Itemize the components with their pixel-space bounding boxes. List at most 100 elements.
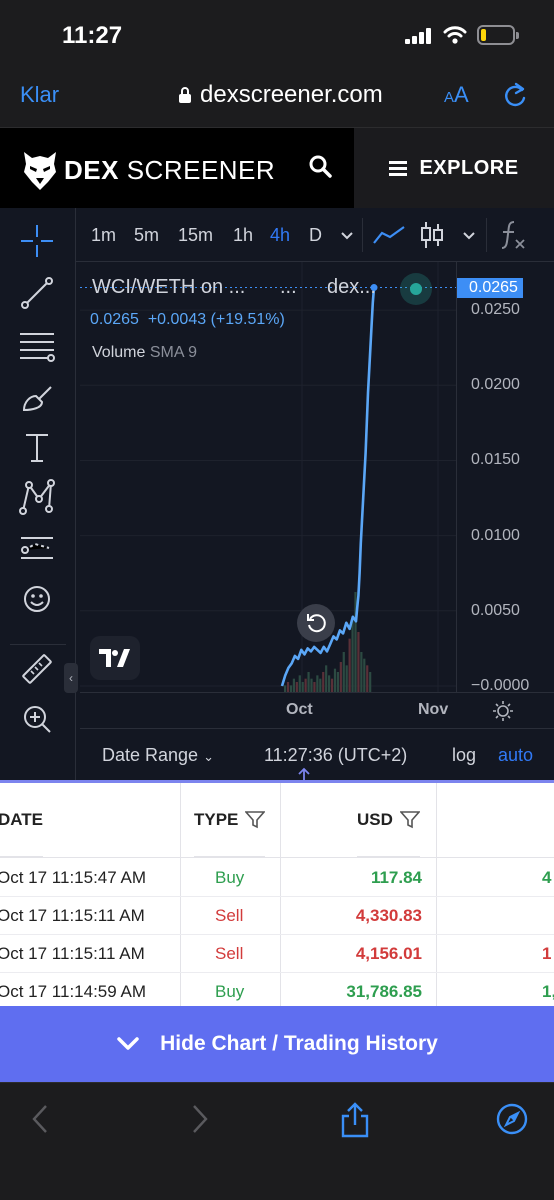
- price-tick-label: 0.0150: [471, 451, 520, 469]
- volume-bar: [357, 632, 360, 692]
- search-icon[interactable]: [308, 154, 334, 180]
- battery-icon: [477, 25, 519, 45]
- ruler-icon[interactable]: [18, 650, 56, 688]
- volume-bar: [319, 678, 322, 692]
- back-icon[interactable]: [30, 1103, 50, 1135]
- volume-bar: [310, 678, 313, 692]
- table-row[interactable]: Oct 17 11:15:11 AM Sell 4,156.01 1: [0, 935, 554, 973]
- time-tick-label: Oct: [286, 701, 313, 718]
- volume-bar: [342, 652, 345, 692]
- forecast-icon[interactable]: [18, 530, 56, 568]
- trade-usd: 31,786.85: [346, 982, 422, 1001]
- eagle-logo-icon[interactable]: [22, 150, 58, 192]
- chevron-down-icon: ⌄: [203, 749, 214, 764]
- emoji-icon[interactable]: [18, 580, 56, 618]
- column-header-date[interactable]: DATE: [0, 783, 44, 857]
- candles-icon[interactable]: [420, 220, 444, 250]
- browser-toolbar: [0, 1082, 554, 1200]
- volume-indicator-label[interactable]: Volume SMA 9: [92, 344, 197, 361]
- cellular-signal-icon: [405, 28, 431, 44]
- legend-separator: ...: [280, 276, 297, 298]
- filter-icon[interactable]: [245, 810, 266, 829]
- forward-icon[interactable]: [190, 1103, 210, 1135]
- chart-settings-icon[interactable]: [492, 700, 514, 722]
- volume-bar: [304, 678, 307, 692]
- column-header-type[interactable]: TYPE: [194, 783, 266, 857]
- volume-bar: [339, 662, 342, 692]
- zoom-in-icon[interactable]: [18, 700, 56, 738]
- volume-bar: [330, 678, 334, 692]
- brush-icon[interactable]: [18, 378, 56, 416]
- volume-bar: [298, 675, 301, 692]
- time-tick-label: Nov: [418, 701, 449, 718]
- chart-bottom-bar: Date Range ⌄ 11:27:36 (UTC+2) log auto: [80, 728, 554, 780]
- line-chart-type-icon[interactable]: [372, 223, 406, 247]
- timeframe-d[interactable]: D: [309, 225, 322, 245]
- hide-chart-label: Hide Chart / Trading History: [160, 1032, 438, 1055]
- text-tool-icon[interactable]: [18, 428, 56, 466]
- trade-date: Oct 17 11:14:59 AM: [0, 982, 146, 1001]
- chart-type-dropdown-icon[interactable]: [462, 231, 476, 241]
- timeframe-1h[interactable]: 1h: [233, 225, 254, 245]
- hide-chart-button[interactable]: Hide Chart / Trading History: [0, 1006, 554, 1082]
- battery-level: [481, 29, 486, 41]
- horizontal-lines-icon[interactable]: [18, 326, 56, 364]
- timeframe-15m[interactable]: 15m: [178, 225, 214, 245]
- share-icon[interactable]: [340, 1101, 370, 1139]
- price-tick-label: 0.0200: [471, 376, 520, 394]
- date-range-button[interactable]: Date Range ⌄: [102, 745, 214, 765]
- done-button[interactable]: Klar: [20, 82, 60, 107]
- menu-icon: [389, 158, 408, 179]
- status-bar: 11:27: [0, 0, 554, 64]
- pair-title[interactable]: WCI/WETH on ...: [92, 276, 246, 298]
- table-row[interactable]: Oct 17 11:14:59 AM Buy 31,786.85 1,2: [0, 973, 554, 1006]
- timeframe-4h[interactable]: 4h: [270, 225, 291, 245]
- timeframe-dropdown-icon[interactable]: [340, 231, 354, 241]
- compass-icon[interactable]: [496, 1103, 528, 1135]
- table-row[interactable]: Oct 17 11:15:47 AM Buy 117.84 4: [0, 859, 554, 897]
- trade-amount: 1,2: [542, 982, 554, 1001]
- volume-bar: [289, 685, 293, 692]
- volume-bar: [345, 665, 348, 692]
- crosshair-icon[interactable]: [18, 222, 56, 260]
- url-field[interactable]: dexscreener.com: [178, 80, 383, 110]
- price-tick-label: 0.0100: [471, 526, 520, 544]
- last-price-tag: 0.0265: [457, 277, 523, 298]
- volume-bar: [313, 682, 316, 692]
- reload-icon[interactable]: [502, 81, 528, 109]
- price-chart[interactable]: [80, 262, 456, 692]
- trade-date: Oct 17 11:15:11 AM: [0, 906, 145, 925]
- collapse-toolbar-button[interactable]: ‹: [64, 663, 78, 693]
- brand-name[interactable]: DEX SCREENER: [64, 155, 276, 185]
- trade-usd: 4,156.01: [355, 944, 422, 963]
- status-time: 11:27: [62, 22, 123, 49]
- legend-source: dex...: [327, 276, 376, 298]
- reset-chart-icon[interactable]: [297, 604, 335, 642]
- trade-amount: 1: [542, 944, 552, 963]
- volume-bar: [333, 668, 337, 692]
- volume-bar: [351, 618, 354, 692]
- trend-line-icon[interactable]: [18, 274, 56, 312]
- volume-bar: [348, 638, 351, 692]
- text-size-button[interactable]: AA: [444, 82, 469, 107]
- log-scale-button[interactable]: log: [452, 745, 477, 765]
- explore-button[interactable]: EXPLORE: [354, 128, 554, 208]
- lock-icon: [179, 87, 191, 103]
- timeframe-5m[interactable]: 5m: [134, 225, 160, 245]
- price-tick-label: 0.0250: [471, 301, 520, 319]
- table-row[interactable]: Oct 17 11:15:11 AM Sell 4,330.83: [0, 897, 554, 935]
- trade-type: Sell: [215, 944, 244, 963]
- column-header-usd[interactable]: USD: [357, 783, 420, 857]
- indicators-icon[interactable]: [500, 220, 526, 250]
- volume-bar: [360, 652, 363, 692]
- time-axis[interactable]: Oct Nov: [80, 692, 554, 728]
- filter-icon[interactable]: [399, 810, 420, 829]
- volume-bar: [295, 682, 298, 692]
- tradingview-logo-icon[interactable]: [90, 636, 140, 680]
- auto-scale-button[interactable]: auto: [498, 745, 534, 765]
- price-scale[interactable]: 0.0265 0.0250 0.0200 0.0150 0.0100 0.0050 −0.…: [456, 262, 554, 694]
- volume-bar: [363, 658, 366, 692]
- pattern-icon[interactable]: [18, 478, 56, 516]
- trade-type: Buy: [215, 868, 245, 887]
- timeframe-1m[interactable]: 1m: [91, 225, 117, 245]
